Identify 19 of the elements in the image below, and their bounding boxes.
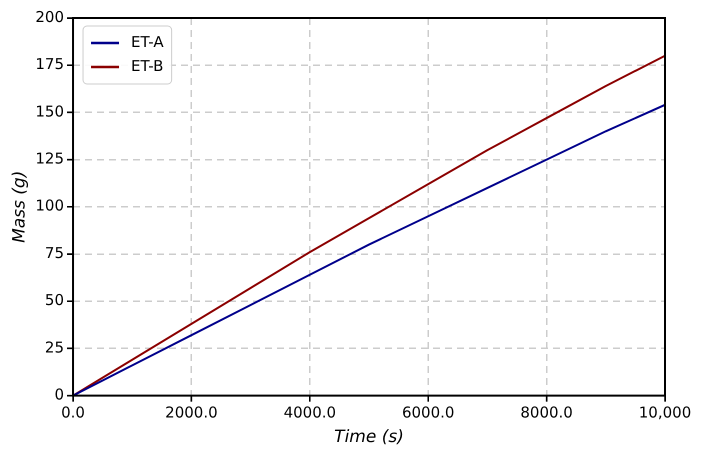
legend-label: ET-B [131,56,164,75]
legend-label: ET-A [131,32,164,51]
x-tick-label: 6000.0 [402,403,454,422]
y-axis-title: Mass (g) [10,170,30,243]
y-tick-label: 200 [35,8,64,26]
y-tick-label: 100 [35,196,64,215]
y-tick-label: 50 [44,291,64,310]
y-tick-label: 25 [44,338,64,356]
y-tick-label: 150 [35,102,64,120]
x-tick-label: 8000.0 [520,403,573,422]
x-tick-label: 0.0 [61,403,85,422]
x-tick-label: 2000.0 [165,403,218,422]
x-tick-label: 4000.0 [284,403,336,422]
y-tick-label: 0 [54,385,64,404]
y-tick-label: 75 [44,244,64,262]
y-tick-label: 175 [35,55,64,74]
x-axis-title: Time (s) [334,427,404,448]
x-tick-label: 10,000 [638,403,692,422]
y-tick-label: 125 [35,149,64,168]
